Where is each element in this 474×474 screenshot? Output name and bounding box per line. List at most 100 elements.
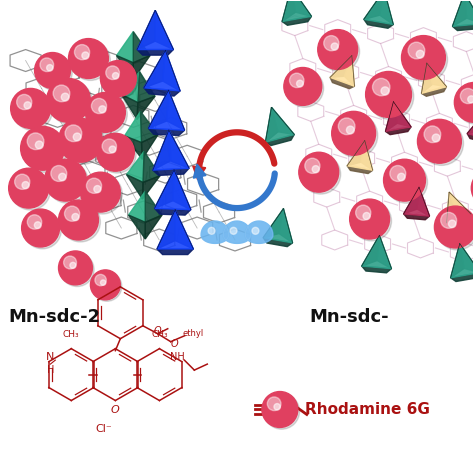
Polygon shape <box>153 130 171 170</box>
Polygon shape <box>133 32 150 63</box>
Circle shape <box>23 128 67 173</box>
Polygon shape <box>421 87 447 96</box>
Polygon shape <box>451 273 474 282</box>
Circle shape <box>64 256 76 269</box>
Circle shape <box>408 42 425 59</box>
Circle shape <box>106 66 119 80</box>
Polygon shape <box>364 0 384 19</box>
Circle shape <box>40 58 54 72</box>
Circle shape <box>365 72 411 118</box>
Circle shape <box>9 168 48 208</box>
Circle shape <box>102 62 138 98</box>
Polygon shape <box>157 210 175 249</box>
Circle shape <box>100 61 137 96</box>
Polygon shape <box>137 50 173 55</box>
Polygon shape <box>127 151 144 182</box>
Polygon shape <box>201 221 229 243</box>
Polygon shape <box>453 24 474 30</box>
Circle shape <box>312 165 319 173</box>
Circle shape <box>99 106 106 113</box>
Circle shape <box>455 82 474 122</box>
Circle shape <box>363 212 370 219</box>
Circle shape <box>401 36 446 80</box>
Circle shape <box>70 262 76 268</box>
Text: H: H <box>46 365 54 375</box>
Polygon shape <box>344 55 355 86</box>
Polygon shape <box>421 63 432 93</box>
Text: NH: NH <box>170 352 185 362</box>
Polygon shape <box>404 187 419 214</box>
Polygon shape <box>153 130 189 170</box>
Polygon shape <box>447 192 471 223</box>
Circle shape <box>112 73 119 79</box>
Polygon shape <box>144 50 180 91</box>
Polygon shape <box>385 101 411 131</box>
Circle shape <box>100 280 106 285</box>
Circle shape <box>91 99 107 114</box>
Circle shape <box>92 272 122 301</box>
Polygon shape <box>163 50 180 91</box>
Polygon shape <box>364 0 393 25</box>
Text: Cl⁻: Cl⁻ <box>95 424 112 435</box>
Text: Mn-sdc-2: Mn-sdc-2 <box>9 308 101 326</box>
Polygon shape <box>153 168 189 175</box>
Circle shape <box>471 169 474 207</box>
Circle shape <box>373 78 390 96</box>
Circle shape <box>318 29 358 70</box>
Circle shape <box>418 119 461 163</box>
Circle shape <box>274 403 281 410</box>
Polygon shape <box>361 141 373 170</box>
Polygon shape <box>245 221 273 243</box>
Circle shape <box>71 41 110 81</box>
Polygon shape <box>173 170 191 210</box>
Circle shape <box>460 89 474 104</box>
Polygon shape <box>427 63 447 87</box>
Polygon shape <box>125 136 142 159</box>
Circle shape <box>49 81 92 125</box>
Polygon shape <box>169 130 189 168</box>
Circle shape <box>267 397 281 410</box>
Polygon shape <box>377 236 392 269</box>
Circle shape <box>15 174 30 189</box>
Circle shape <box>208 228 215 234</box>
Polygon shape <box>121 94 138 119</box>
Polygon shape <box>137 10 173 50</box>
Text: Rhodamine 6G: Rhodamine 6G <box>305 402 429 417</box>
Polygon shape <box>155 170 191 210</box>
Polygon shape <box>144 50 165 88</box>
Circle shape <box>96 133 134 171</box>
Circle shape <box>432 134 440 142</box>
Circle shape <box>331 43 338 50</box>
Circle shape <box>338 118 355 135</box>
Polygon shape <box>417 187 429 216</box>
Circle shape <box>286 69 324 107</box>
Circle shape <box>64 206 80 221</box>
Circle shape <box>98 135 136 173</box>
Circle shape <box>383 159 426 201</box>
Polygon shape <box>117 55 133 80</box>
Text: Mn-sdc-: Mn-sdc- <box>310 308 390 326</box>
Circle shape <box>468 96 474 103</box>
Circle shape <box>45 159 86 201</box>
Circle shape <box>74 45 90 60</box>
Polygon shape <box>140 111 158 143</box>
Circle shape <box>456 84 474 124</box>
Polygon shape <box>453 0 467 27</box>
Circle shape <box>65 125 82 142</box>
Circle shape <box>27 215 42 229</box>
Circle shape <box>346 126 355 134</box>
Text: O: O <box>111 405 120 416</box>
Circle shape <box>284 67 322 105</box>
Polygon shape <box>385 101 397 131</box>
Circle shape <box>299 152 339 192</box>
Circle shape <box>53 85 70 102</box>
Circle shape <box>290 73 304 88</box>
Circle shape <box>320 32 360 72</box>
Polygon shape <box>282 0 311 21</box>
Circle shape <box>51 165 67 182</box>
Circle shape <box>24 211 62 249</box>
Circle shape <box>36 55 72 90</box>
Polygon shape <box>245 221 273 243</box>
Polygon shape <box>167 90 184 130</box>
Circle shape <box>22 182 29 189</box>
